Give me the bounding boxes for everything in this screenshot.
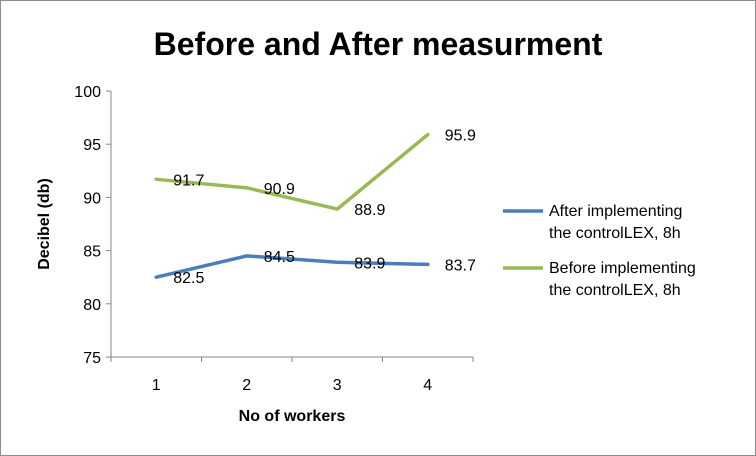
data-point	[426, 262, 430, 266]
data-label: 83.7	[445, 257, 476, 274]
x-tick-label: 3	[333, 377, 342, 394]
data-point	[154, 177, 158, 181]
data-point	[154, 275, 158, 279]
data-label: 90.9	[264, 181, 295, 198]
data-label: 95.9	[445, 128, 476, 145]
data-label: 88.9	[354, 202, 385, 219]
legend-label: the controlLEX, 8h	[549, 225, 681, 242]
x-axis-title: No of workers	[239, 408, 346, 425]
legend-label: Before implementing	[549, 260, 696, 277]
data-label: 82.5	[173, 270, 204, 287]
data-point	[245, 186, 249, 190]
data-label: 83.9	[354, 255, 385, 272]
y-tick-label: 95	[83, 137, 101, 154]
legend-label: After implementing	[549, 203, 682, 220]
legend-label: the controlLEX, 8h	[549, 282, 681, 299]
series-line	[154, 132, 430, 211]
series-line	[154, 254, 430, 279]
y-tick-label: 90	[83, 190, 101, 207]
y-tick-label: 80	[83, 297, 101, 314]
series-2: 91.7 90.9 88.9 95.9	[154, 128, 476, 219]
data-point	[426, 133, 430, 137]
legend-item-2: Before implementing the controlLEX, 8h	[503, 260, 696, 299]
x-tick-label: 4	[423, 377, 432, 394]
series-1: 82.5 84.5 83.9 83.7	[154, 249, 476, 287]
y-tick-label: 75	[83, 350, 101, 367]
data-label: 84.5	[264, 249, 295, 266]
y-tick-label: 85	[83, 244, 101, 261]
y-tick-label: 100	[74, 84, 101, 101]
legend-item-1: After implementing the controlLEX, 8h	[503, 203, 682, 242]
series-group: 82.5 84.5 83.9 83.7 91.7 90.9 88.9 95.9	[154, 128, 476, 287]
data-label: 91.7	[173, 172, 204, 189]
x-tick-label: 2	[242, 377, 251, 394]
axes: 75 80 85 90 95 100 1 2 3 4	[74, 84, 474, 394]
y-axis-title: Decibel (db)	[36, 178, 53, 270]
data-point	[335, 207, 339, 211]
chart-title: Before and After measurment	[154, 26, 603, 62]
x-tick-label: 1	[152, 377, 161, 394]
data-point	[335, 260, 339, 264]
data-point	[245, 254, 249, 258]
